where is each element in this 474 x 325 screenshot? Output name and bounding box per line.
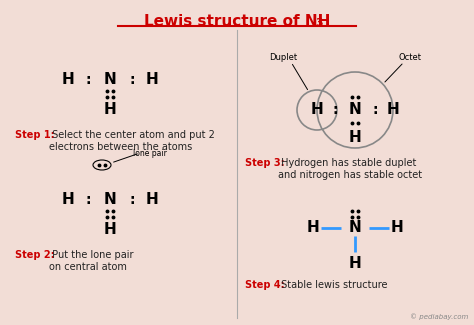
- Text: Step 2:: Step 2:: [15, 250, 55, 260]
- Text: Stable lewis structure: Stable lewis structure: [278, 280, 388, 290]
- Text: H: H: [146, 192, 158, 207]
- Text: © pediabay.com: © pediabay.com: [410, 313, 468, 320]
- Text: H: H: [348, 256, 361, 271]
- Text: N: N: [104, 72, 117, 87]
- Text: N: N: [348, 102, 361, 118]
- Text: Hydrogen has stable duplet
and nitrogen has stable octet: Hydrogen has stable duplet and nitrogen …: [278, 158, 422, 180]
- Text: Select the center atom and put 2
electrons between the atoms: Select the center atom and put 2 electro…: [49, 130, 215, 151]
- Text: lone pair: lone pair: [133, 149, 167, 158]
- Text: Step 3:: Step 3:: [245, 158, 284, 168]
- Text: Step 4:: Step 4:: [245, 280, 284, 290]
- Text: :: :: [85, 73, 91, 87]
- Text: H: H: [104, 102, 117, 118]
- Text: :: :: [332, 103, 338, 117]
- Text: H: H: [307, 220, 319, 236]
- Text: :: :: [129, 193, 135, 207]
- Text: Lewis structure of NH: Lewis structure of NH: [144, 14, 330, 29]
- Text: Octet: Octet: [399, 54, 421, 62]
- Text: H: H: [391, 220, 403, 236]
- Text: H: H: [348, 131, 361, 146]
- Text: N: N: [104, 192, 117, 207]
- Text: :: :: [129, 73, 135, 87]
- Text: Put the lone pair
on central atom: Put the lone pair on central atom: [49, 250, 134, 272]
- Text: H: H: [104, 223, 117, 238]
- Text: :: :: [372, 103, 378, 117]
- Text: :: :: [85, 193, 91, 207]
- Text: H: H: [387, 102, 400, 118]
- Text: H: H: [146, 72, 158, 87]
- Text: H: H: [62, 72, 74, 87]
- Text: 3: 3: [315, 18, 323, 28]
- Text: H: H: [62, 192, 74, 207]
- Text: N: N: [348, 220, 361, 236]
- Text: Duplet: Duplet: [269, 54, 297, 62]
- Text: H: H: [310, 102, 323, 118]
- Text: Step 1:: Step 1:: [15, 130, 55, 140]
